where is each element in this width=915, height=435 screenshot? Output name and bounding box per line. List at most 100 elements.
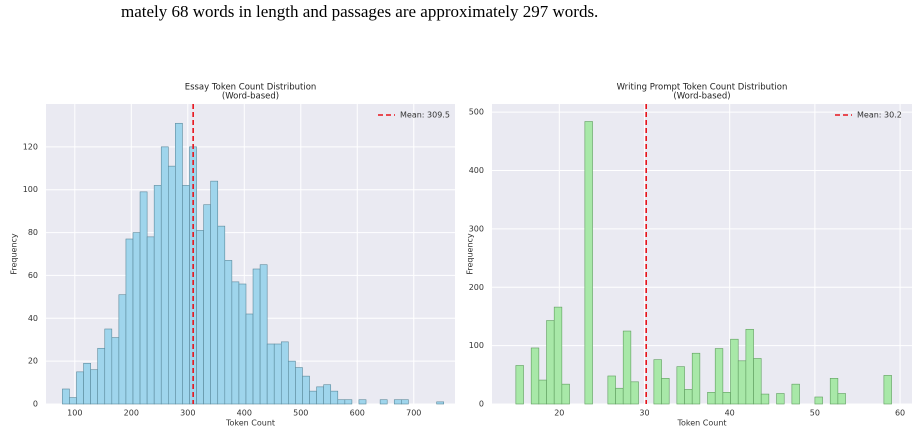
bar	[69, 397, 77, 405]
bar	[546, 320, 555, 405]
bar	[676, 366, 685, 405]
bar	[760, 393, 770, 405]
paragraph: mately 68 words in length and passages a…	[121, 2, 598, 21]
bar	[337, 399, 346, 405]
bar	[146, 236, 155, 405]
bar	[653, 359, 662, 405]
bar	[160, 146, 169, 405]
bar	[273, 343, 282, 405]
x-axis-label: Token Count	[225, 419, 275, 428]
bar	[139, 191, 148, 405]
bar	[196, 230, 204, 405]
bar	[393, 399, 402, 405]
x-tick-label: 100	[67, 409, 82, 418]
bar	[302, 375, 310, 405]
bar	[238, 283, 247, 405]
bar	[684, 389, 693, 405]
x-tick-label: 60	[895, 409, 905, 418]
bar	[553, 306, 563, 405]
bar	[745, 328, 754, 405]
bar	[224, 260, 233, 405]
y-tick-label: 0	[479, 400, 484, 409]
y-tick-label: 80	[28, 228, 38, 237]
bar	[316, 386, 324, 405]
bar	[125, 238, 134, 405]
bar	[266, 343, 275, 405]
bar	[83, 362, 91, 405]
y-tick-label: 40	[28, 314, 38, 323]
chart-title: Writing Prompt Token Count Distribution	[617, 83, 788, 93]
bar	[829, 378, 839, 405]
bar	[436, 401, 445, 405]
bar	[344, 399, 353, 405]
x-tick-label: 200	[124, 409, 139, 418]
bar	[622, 330, 632, 405]
bar	[104, 328, 113, 405]
y-axis-label: Frequency	[10, 233, 19, 275]
x-tick-label: 40	[725, 409, 735, 418]
y-axis-label: Frequency	[466, 233, 475, 275]
bar	[538, 379, 547, 405]
y-tick-label: 120	[23, 142, 38, 151]
bar	[175, 122, 183, 405]
y-tick-label: 200	[469, 283, 484, 292]
bar	[295, 367, 303, 405]
bar	[401, 399, 409, 405]
y-tick-label: 100	[469, 341, 484, 350]
bar	[607, 375, 616, 405]
bar	[245, 313, 254, 405]
bar	[168, 165, 176, 405]
bar	[90, 369, 98, 405]
bar	[309, 390, 317, 405]
legend-label: Mean: 30.2	[857, 111, 902, 120]
bar	[737, 360, 747, 405]
x-axis-label: Token Count	[676, 419, 726, 428]
bar	[153, 185, 162, 405]
bar	[210, 180, 219, 405]
bar	[252, 268, 261, 405]
bar	[707, 392, 716, 405]
bar	[814, 396, 823, 405]
bar	[358, 399, 367, 405]
bar	[323, 384, 332, 405]
bar	[379, 399, 388, 405]
y-tick-label: 300	[469, 224, 484, 233]
bar	[753, 358, 762, 405]
bar	[330, 390, 339, 405]
x-tick-label: 400	[237, 409, 252, 418]
y-tick-label: 500	[469, 108, 484, 117]
bar	[615, 387, 624, 405]
y-tick-label: 400	[469, 166, 484, 175]
bar	[722, 392, 731, 405]
bar	[714, 348, 724, 405]
bar	[97, 347, 106, 405]
bar	[111, 337, 120, 405]
bar	[217, 225, 226, 405]
bar	[515, 365, 524, 405]
bar	[62, 388, 70, 405]
chart-subtitle: (Word-based)	[222, 92, 279, 102]
y-tick-label: 0	[33, 400, 38, 409]
x-tick-label: 700	[406, 409, 421, 418]
y-tick-label: 20	[28, 357, 38, 366]
bar	[182, 185, 190, 405]
bar	[776, 393, 785, 405]
x-tick-label: 600	[350, 409, 365, 418]
bar	[231, 281, 240, 405]
bar	[76, 371, 84, 405]
x-tick-label: 20	[554, 409, 564, 418]
x-tick-label: 500	[293, 409, 308, 418]
y-tick-label: 60	[28, 271, 38, 280]
chart-title: Essay Token Count Distribution	[185, 83, 317, 93]
bar	[837, 393, 846, 405]
bar	[530, 347, 540, 405]
bar	[730, 338, 739, 405]
bar	[561, 383, 570, 405]
bar	[203, 204, 211, 405]
bar	[118, 294, 127, 405]
bar	[883, 375, 892, 405]
y-tick-label: 100	[23, 185, 38, 194]
bar	[661, 378, 670, 405]
bar	[630, 381, 639, 405]
